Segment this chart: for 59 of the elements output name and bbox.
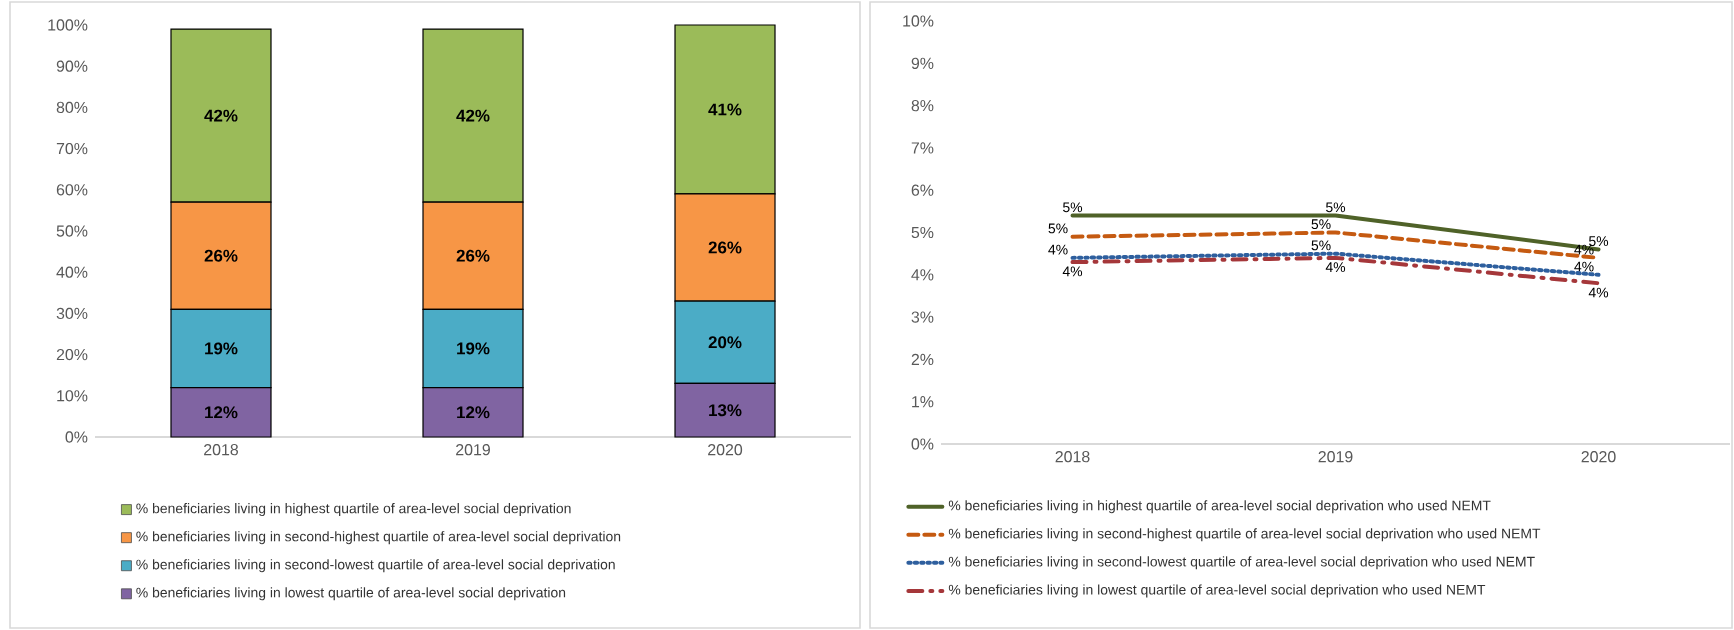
- legend-label: % beneficiaries living in second-lowest quartile of area-level social deprivation who used NEMT: [948, 556, 1535, 570]
- y-tick-label: 4%: [911, 269, 934, 281]
- data-label: 4%: [1325, 262, 1346, 273]
- y-tick-label: 8%: [911, 99, 934, 112]
- data-label: 42%: [456, 109, 490, 122]
- y-tick-label: 100%: [48, 19, 88, 31]
- data-label: 20%: [708, 336, 742, 349]
- y-tick-label: 50%: [56, 225, 88, 237]
- data-label: 5%: [1326, 202, 1346, 213]
- data-label: 5%: [1311, 240, 1331, 251]
- legend-label: % beneficiaries living in highest quartile of area-level social deprivation: [136, 503, 571, 517]
- legend-label: % beneficiaries living in second-lowest quartile of area-level social deprivation: [136, 559, 615, 573]
- data-label: 26%: [456, 249, 490, 262]
- data-label: 4%: [1062, 266, 1083, 277]
- x-tick-label: 2019: [456, 444, 490, 456]
- y-tick-label: 80%: [56, 101, 88, 114]
- y-tick-label: 9%: [911, 57, 934, 69]
- data-label: 26%: [204, 249, 238, 262]
- x-tick-label: 2020: [1581, 451, 1616, 463]
- y-tick-label: 0%: [65, 431, 88, 443]
- y-tick-label: 40%: [56, 266, 88, 278]
- y-tick-label: 0%: [911, 438, 934, 450]
- y-tick-label: 3%: [911, 311, 934, 323]
- x-tick-label: 2018: [1055, 451, 1090, 463]
- legend-label: % beneficiaries living in lowest quartile of area-level social deprivation who used NEMT: [948, 584, 1486, 598]
- data-label: 41%: [708, 103, 742, 116]
- y-tick-label: 2%: [911, 353, 934, 366]
- data-label: 26%: [708, 241, 742, 254]
- y-tick-label: 20%: [56, 348, 88, 361]
- y-tick-label: 30%: [56, 307, 88, 320]
- legend-label: % beneficiaries living in highest quartile of area-level social deprivation who used NEMT: [948, 500, 1491, 514]
- data-label: 12%: [205, 406, 238, 419]
- y-tick-label: 5%: [911, 226, 934, 239]
- x-tick-label: 2019: [1318, 451, 1353, 463]
- data-label: 19%: [205, 342, 238, 355]
- y-tick-label: 10%: [57, 390, 88, 402]
- data-label: 5%: [1048, 223, 1068, 234]
- y-tick-label: 6%: [911, 184, 934, 196]
- y-tick-label: 60%: [56, 184, 88, 196]
- data-label: 4%: [1574, 261, 1594, 272]
- data-label: 4%: [1588, 287, 1609, 298]
- y-tick-label: 1%: [912, 396, 934, 408]
- y-tick-label: 90%: [56, 60, 88, 72]
- data-label: 5%: [1589, 236, 1609, 247]
- data-label: 42%: [204, 109, 238, 122]
- data-label: 13%: [709, 404, 742, 417]
- x-tick-label: 2020: [708, 444, 743, 456]
- data-label: 5%: [1311, 219, 1331, 230]
- data-label: 19%: [457, 342, 490, 355]
- legend-label: % beneficiaries living in lowest quartile of area-level social deprivation: [136, 587, 566, 601]
- legend-label: % beneficiaries living in second-highest quartile of area-level social deprivation who used NEMT: [948, 528, 1541, 542]
- legend-label: % beneficiaries living in second-highest quartile of area-level social deprivation: [136, 531, 621, 545]
- y-tick-label: 7%: [911, 142, 934, 154]
- x-tick-label: 2018: [204, 444, 239, 456]
- data-label: 4%: [1048, 244, 1068, 255]
- data-label: 5%: [1063, 202, 1083, 213]
- data-label: 12%: [457, 406, 490, 419]
- y-tick-label: 70%: [56, 142, 88, 155]
- y-tick-label: 10%: [903, 15, 934, 27]
